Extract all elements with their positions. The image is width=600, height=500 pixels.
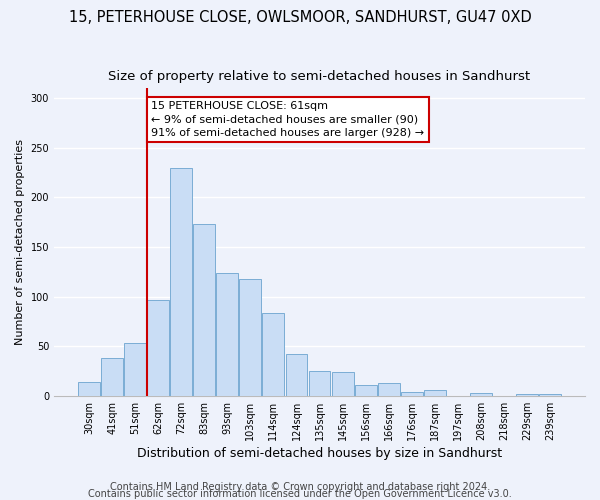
Text: Contains public sector information licensed under the Open Government Licence v3: Contains public sector information licen… <box>88 489 512 499</box>
Bar <box>193 224 215 396</box>
Title: Size of property relative to semi-detached houses in Sandhurst: Size of property relative to semi-detach… <box>109 70 530 83</box>
Bar <box>377 383 400 396</box>
Bar <box>516 394 538 396</box>
Bar <box>78 382 100 396</box>
Bar <box>332 372 353 396</box>
Bar <box>262 314 284 396</box>
Bar <box>286 354 307 396</box>
Bar <box>424 390 446 396</box>
Text: 15, PETERHOUSE CLOSE, OWLSMOOR, SANDHURST, GU47 0XD: 15, PETERHOUSE CLOSE, OWLSMOOR, SANDHURS… <box>68 10 532 25</box>
Bar <box>401 392 422 396</box>
Bar <box>217 273 238 396</box>
Bar <box>147 300 169 396</box>
Text: 15 PETERHOUSE CLOSE: 61sqm
← 9% of semi-detached houses are smaller (90)
91% of : 15 PETERHOUSE CLOSE: 61sqm ← 9% of semi-… <box>151 101 424 138</box>
Bar <box>539 394 561 396</box>
Bar <box>170 168 192 396</box>
Bar <box>470 393 492 396</box>
Y-axis label: Number of semi-detached properties: Number of semi-detached properties <box>15 139 25 345</box>
Text: Contains HM Land Registry data © Crown copyright and database right 2024.: Contains HM Land Registry data © Crown c… <box>110 482 490 492</box>
X-axis label: Distribution of semi-detached houses by size in Sandhurst: Distribution of semi-detached houses by … <box>137 447 502 460</box>
Bar <box>101 358 123 396</box>
Bar <box>355 385 377 396</box>
Bar <box>308 371 331 396</box>
Bar <box>239 279 262 396</box>
Bar <box>124 343 146 396</box>
